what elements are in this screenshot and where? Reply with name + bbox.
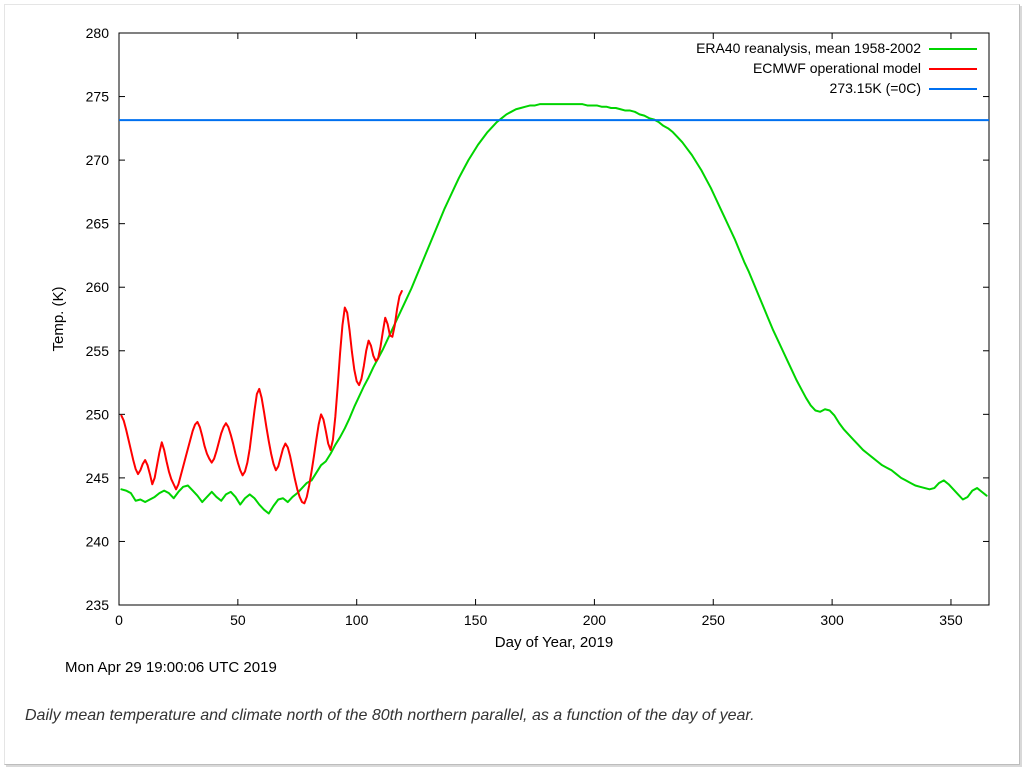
svg-text:300: 300: [820, 612, 844, 628]
svg-text:0: 0: [115, 612, 123, 628]
svg-text:265: 265: [86, 216, 110, 232]
svg-text:255: 255: [86, 343, 110, 359]
svg-text:150: 150: [464, 612, 488, 628]
svg-text:270: 270: [86, 152, 110, 168]
svg-text:280: 280: [86, 25, 110, 41]
svg-text:ECMWF operational model: ECMWF operational model: [753, 60, 921, 76]
svg-text:50: 50: [230, 612, 246, 628]
svg-text:350: 350: [939, 612, 963, 628]
svg-text:ERA40 reanalysis, mean 1958-20: ERA40 reanalysis, mean 1958-2002: [696, 40, 921, 56]
chart-area: 0 50 100 150 200 250 300 350 235 240 245 250 255 260 2…: [23, 15, 1005, 655]
svg-text:245: 245: [86, 470, 110, 486]
timestamp-text: Mon Apr 29 19:00:06 UTC 2019: [65, 659, 277, 676]
svg-text:100: 100: [345, 612, 369, 628]
svg-text:Temp. (K): Temp. (K): [50, 286, 67, 351]
figure-container: 0 50 100 150 200 250 300 350 235 240 245 250 255 260 2…: [4, 4, 1020, 765]
svg-text:200: 200: [583, 612, 607, 628]
caption-text: Daily mean temperature and climate north…: [25, 705, 999, 727]
svg-text:250: 250: [86, 406, 110, 422]
line-chart: 0 50 100 150 200 250 300 350 235 240 245 250 255 260 2…: [23, 15, 1003, 655]
svg-text:240: 240: [86, 533, 110, 549]
svg-text:275: 275: [86, 89, 110, 105]
svg-text:260: 260: [86, 279, 110, 295]
figure-outer-frame: 0 50 100 150 200 250 300 350 235 240 245 250 255 260 2…: [0, 0, 1024, 769]
svg-text:Day of Year, 2019: Day of Year, 2019: [495, 634, 613, 651]
svg-text:250: 250: [702, 612, 726, 628]
svg-text:235: 235: [86, 597, 110, 613]
svg-text:273.15K (=0C): 273.15K (=0C): [830, 80, 921, 96]
